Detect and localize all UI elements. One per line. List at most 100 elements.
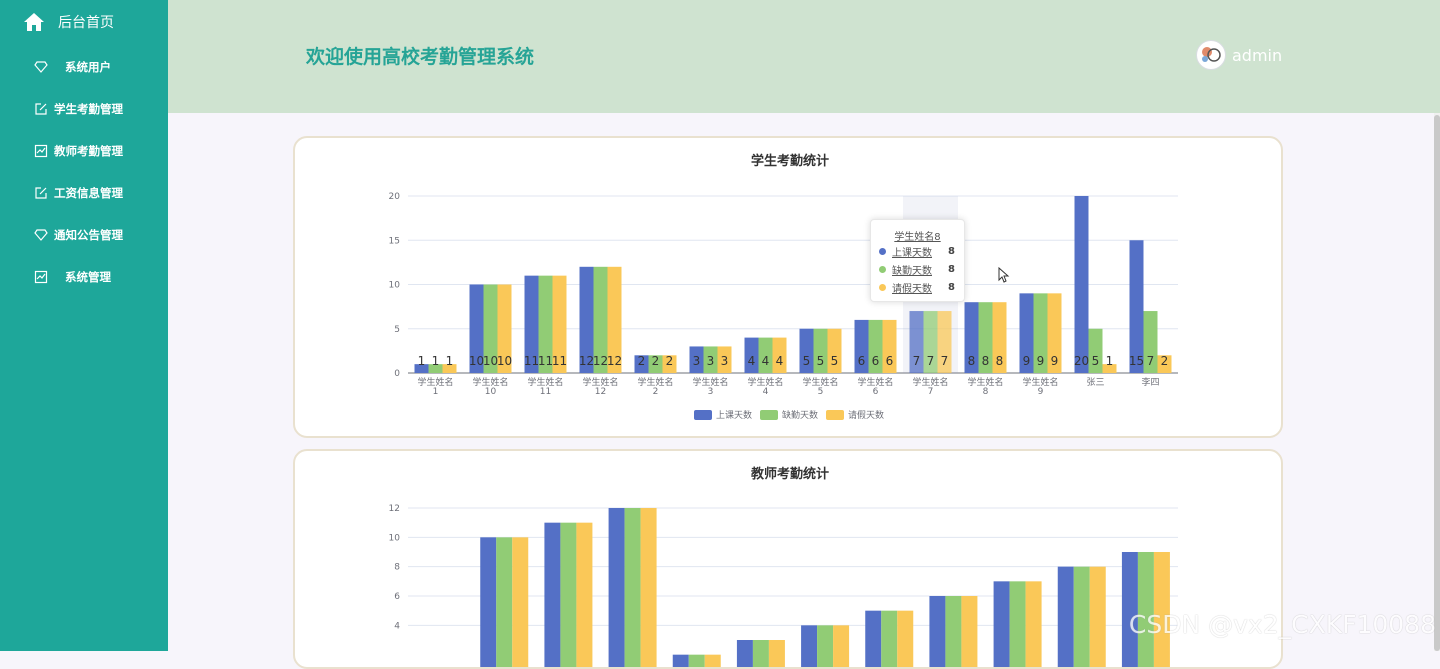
bar <box>1153 552 1170 667</box>
avatar[interactable] <box>1196 40 1226 70</box>
y-tick-label: 0 <box>394 369 400 379</box>
bar <box>978 302 993 373</box>
bar <box>648 355 663 373</box>
bar <box>1089 566 1106 667</box>
student-attendance-card: 学生考勤统计 0 5 10 15 20 1 1 1 学生姓名 1 10 10 10 学生姓名 10 11 11 11… <box>293 136 1283 438</box>
x-tick-label: 学生姓名 <box>857 376 893 388</box>
sidebar-item-notices[interactable]: 通知公告管理 <box>0 219 168 251</box>
bar <box>483 284 498 373</box>
data-label: 12 <box>579 354 594 368</box>
sidebar-item-label: 系统用户 <box>65 60 111 74</box>
chart-title: 教师考勤统计 <box>750 466 829 482</box>
scrollbar-thumb[interactable] <box>1434 115 1440 651</box>
sidebar-item-label: 系统管理 <box>65 270 111 284</box>
bar <box>881 610 898 667</box>
bar <box>608 508 625 667</box>
sidebar-item-label: 教师考勤管理 <box>54 144 123 158</box>
bar <box>937 311 952 373</box>
data-label: 9 <box>1051 354 1059 368</box>
bar <box>1129 240 1144 373</box>
bar <box>945 596 962 667</box>
tooltip-title: 学生姓名8 <box>894 232 941 243</box>
series-dot-icon <box>879 247 886 255</box>
data-label: 8 <box>968 354 976 368</box>
bar <box>640 508 657 667</box>
data-label: 15 <box>1129 354 1144 368</box>
tooltip-row: 请假天数 8 <box>879 280 959 295</box>
x-tick-label: 张三 <box>1086 377 1104 388</box>
data-label: 10 <box>469 354 484 368</box>
x-tick-label: 学生姓名 <box>692 376 728 388</box>
user-menu[interactable]: admin <box>1196 40 1282 70</box>
x-tick-label: 学生姓名 <box>912 376 948 388</box>
legend-label: 上课天数 <box>716 409 752 421</box>
bar <box>496 537 513 667</box>
sidebar-item-system[interactable]: 系统管理 <box>0 261 168 293</box>
tooltip-value: 8 <box>948 245 955 257</box>
data-label: 5 <box>803 354 811 368</box>
series-dot-icon <box>879 283 886 291</box>
bar <box>882 319 897 373</box>
edit-icon <box>33 185 49 201</box>
bar <box>704 654 721 667</box>
bar <box>524 275 539 373</box>
bar <box>768 640 785 667</box>
x-tick-label: 8 <box>983 387 989 397</box>
sidebar-item-home[interactable]: 后台首页 <box>0 6 168 38</box>
x-tick-label: 4 <box>763 387 769 397</box>
mouse-cursor-icon <box>998 267 1010 283</box>
bar <box>752 640 769 667</box>
x-tick-label: 学生姓名 <box>527 376 563 388</box>
legend-label: 缺勤天数 <box>782 409 818 421</box>
data-label: 11 <box>538 354 553 368</box>
diamond-icon <box>33 59 49 75</box>
bar <box>560 522 577 667</box>
bar <box>1025 581 1042 667</box>
sidebar-item-salary[interactable]: 工资信息管理 <box>0 177 168 209</box>
page-title: 欢迎使用高校考勤管理系统 <box>306 46 535 68</box>
data-label: 4 <box>762 354 770 368</box>
header: 欢迎使用高校考勤管理系统 admin <box>168 0 1440 113</box>
bar <box>736 640 753 667</box>
bar <box>897 610 914 667</box>
sidebar-item-users[interactable]: 系统用户 <box>0 51 168 83</box>
data-label: 2 <box>652 354 660 368</box>
data-label: 3 <box>693 354 701 368</box>
data-label: 10 <box>483 354 498 368</box>
series-dot-icon <box>879 265 886 273</box>
bar <box>703 346 718 373</box>
data-label: 11 <box>552 354 567 368</box>
watermark: CSDN @vx2_CXKF10088 <box>1128 610 1436 639</box>
bar <box>964 302 979 373</box>
bar <box>1047 293 1062 373</box>
tooltip-row: 缺勤天数 8 <box>879 262 959 277</box>
data-label: 2 <box>638 354 646 368</box>
bar <box>688 654 705 667</box>
sidebar-item-student-attendance[interactable]: 学生考勤管理 <box>0 93 168 125</box>
data-label: 6 <box>858 354 866 368</box>
bar <box>992 302 1007 373</box>
data-label: 4 <box>776 354 784 368</box>
y-tick-label: 6 <box>394 592 400 602</box>
username[interactable]: admin <box>1232 45 1283 65</box>
bar <box>1137 552 1154 667</box>
bar <box>469 284 484 373</box>
sidebar-item-label: 工资信息管理 <box>54 186 123 200</box>
bar <box>624 508 641 667</box>
data-label: 7 <box>941 354 949 368</box>
chart-icon <box>33 143 49 159</box>
x-tick-label: 李四 <box>1141 376 1159 388</box>
bar <box>480 537 497 667</box>
data-label: 1 <box>1106 354 1114 368</box>
bar <box>544 522 561 667</box>
tooltip-row: 上课天数 8 <box>879 244 959 259</box>
data-label: 2 <box>1161 354 1169 368</box>
bar <box>497 284 512 373</box>
bar <box>833 625 850 667</box>
x-tick-label: 7 <box>928 387 934 397</box>
teacher-attendance-card: 教师考勤统计 4 6 8 10 12 <box>293 449 1283 669</box>
bar <box>827 328 842 373</box>
sidebar-item-teacher-attendance[interactable]: 教师考勤管理 <box>0 135 168 167</box>
bar <box>607 266 622 373</box>
